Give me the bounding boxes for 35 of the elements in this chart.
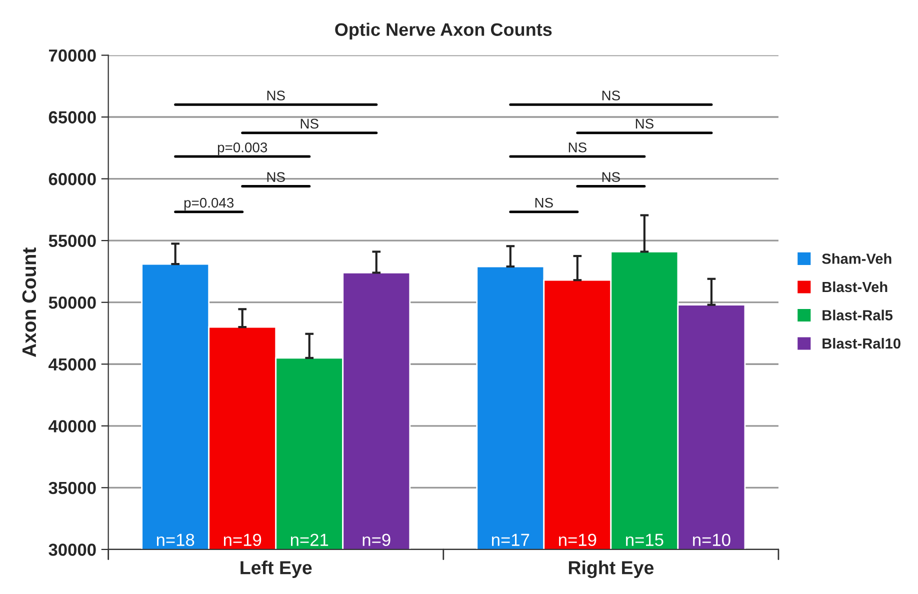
annotation: n=15 (626, 534, 664, 546)
y-tick-label: 30000 (48, 544, 96, 556)
x-tick-label: Left Eye (240, 560, 312, 578)
y-tick-label: 50000 (48, 296, 96, 309)
annotation: n=9 (362, 534, 390, 546)
annotation: p=0.043 (184, 198, 234, 210)
annotation: p=0.003 (218, 142, 268, 156)
annotation: n=18 (156, 534, 194, 546)
annotation: NS (535, 198, 553, 208)
x-tick-label: Right Eye (568, 560, 654, 578)
y-tick-label: 65000 (48, 111, 96, 124)
chart-title: Optic Nerve Axon Counts (335, 22, 552, 40)
y-tick-label: 70000 (48, 49, 96, 62)
annotation: n=10 (693, 534, 730, 546)
y-tick-label: 45000 (48, 358, 96, 371)
legend-label: Blast-Ral5 (822, 310, 893, 320)
annotation: n=19 (224, 534, 262, 546)
annotation: NS (267, 172, 285, 182)
annotation: n=21 (290, 534, 328, 546)
legend-label: Blast-Veh (822, 281, 888, 292)
y-tick-label: 40000 (48, 420, 96, 432)
legend-label: Sham-Veh (822, 253, 892, 264)
legend-label: Blast-Ral10 (822, 338, 900, 349)
annotation: n=17 (492, 534, 530, 546)
annotation: NS (602, 90, 620, 100)
annotation: NS (300, 118, 318, 129)
annotation: NS (602, 172, 620, 182)
annotation: NS (568, 142, 586, 152)
annotation: n=19 (559, 534, 596, 546)
y-axis-title: Axon Count (22, 248, 36, 357)
annotation: NS (636, 118, 654, 129)
y-tick-label: 35000 (48, 482, 96, 494)
y-tick-label: 55000 (48, 234, 96, 248)
annotation: NS (267, 90, 285, 100)
y-tick-label: 60000 (48, 172, 96, 186)
